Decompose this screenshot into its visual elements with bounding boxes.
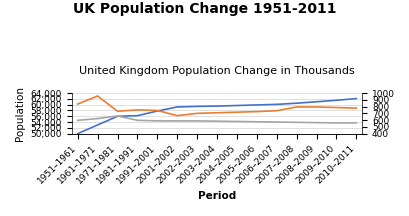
Y-axis label: Population: Population (15, 86, 25, 141)
X-axis label: Period: Period (198, 191, 236, 201)
Text: UK Population Change 1951-2011: UK Population Change 1951-2011 (73, 2, 336, 16)
Title: United Kingdom Population Change in Thousands: United Kingdom Population Change in Thou… (79, 66, 354, 76)
